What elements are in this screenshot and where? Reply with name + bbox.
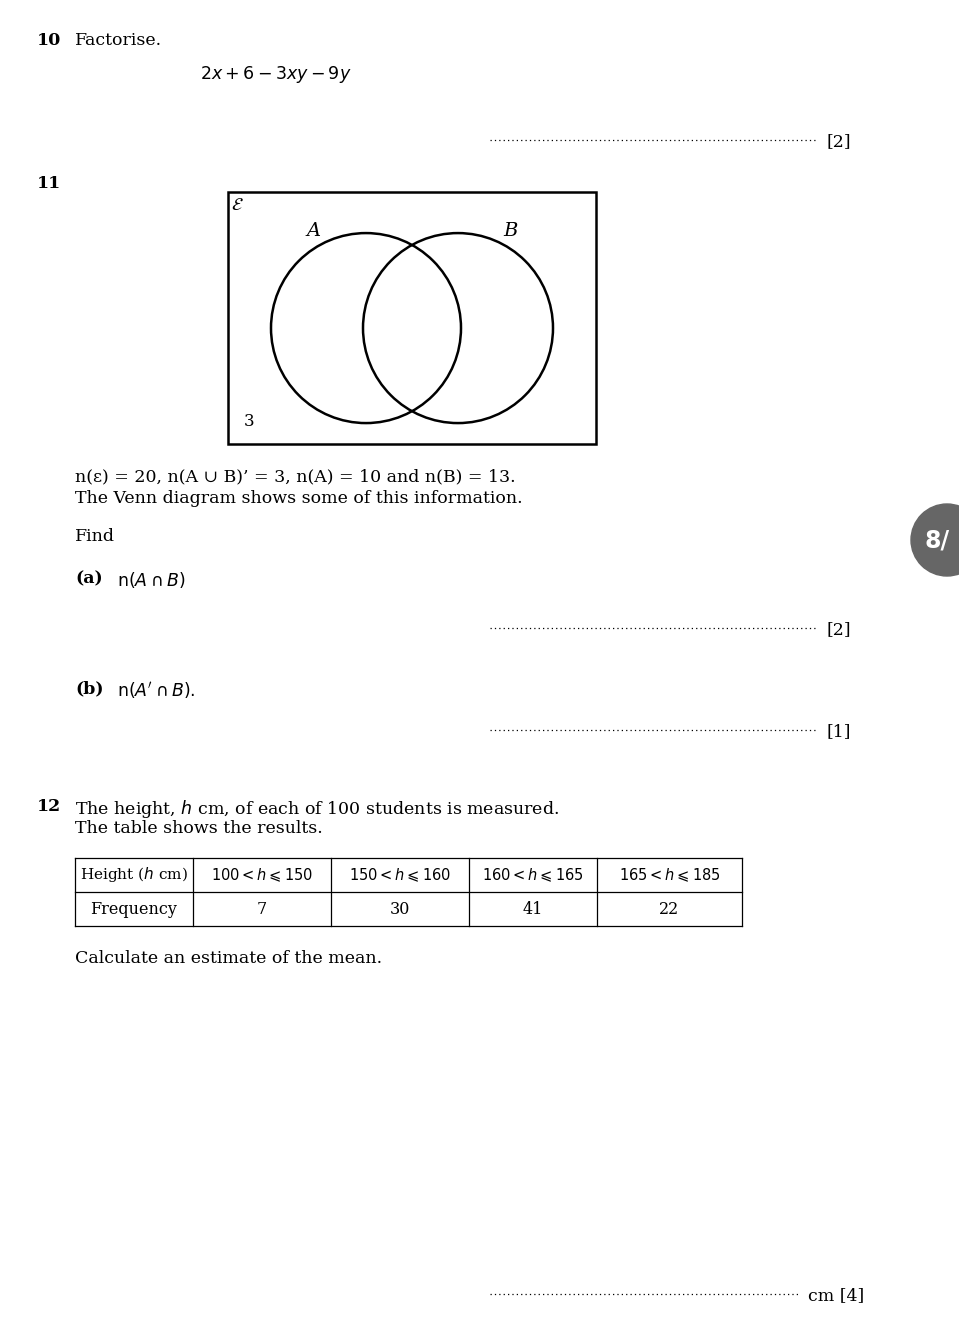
Text: Height ($h$ cm): Height ($h$ cm) <box>80 866 188 884</box>
Text: $\mathrm{n}(A \cap B)$: $\mathrm{n}(A \cap B)$ <box>117 571 185 591</box>
Text: 41: 41 <box>523 900 543 918</box>
Text: The table shows the results.: The table shows the results. <box>75 820 323 837</box>
Text: 3: 3 <box>244 413 255 430</box>
Text: Find: Find <box>75 528 115 545</box>
Text: 11: 11 <box>37 175 61 192</box>
Text: 10: 10 <box>37 32 61 49</box>
Text: $100 < h \leqslant 150$: $100 < h \leqslant 150$ <box>211 866 313 884</box>
Text: cm [4]: cm [4] <box>808 1287 864 1304</box>
Text: B: B <box>503 222 517 240</box>
Text: Frequency: Frequency <box>90 900 177 918</box>
Text: $\mathrm{n}(A' \cap B)$.: $\mathrm{n}(A' \cap B)$. <box>117 681 196 700</box>
Text: 30: 30 <box>389 900 410 918</box>
Text: (a): (a) <box>75 571 103 587</box>
Text: A: A <box>307 222 321 240</box>
Text: 8/: 8/ <box>924 528 949 552</box>
Text: Calculate an estimate of the mean.: Calculate an estimate of the mean. <box>75 951 382 967</box>
Text: [2]: [2] <box>827 621 852 638</box>
Text: The Venn diagram shows some of this information.: The Venn diagram shows some of this info… <box>75 490 523 507</box>
Text: [1]: [1] <box>827 723 852 740</box>
Text: (b): (b) <box>75 681 104 696</box>
Text: [2]: [2] <box>827 132 852 150</box>
Text: Factorise.: Factorise. <box>75 32 162 49</box>
Text: 22: 22 <box>660 900 680 918</box>
Text: 12: 12 <box>37 798 61 816</box>
Text: $\mathcal{E}$: $\mathcal{E}$ <box>231 196 244 214</box>
Text: $160 < h \leqslant 165$: $160 < h \leqslant 165$ <box>482 866 584 884</box>
Text: $165 < h \leqslant 185$: $165 < h \leqslant 185$ <box>619 866 720 884</box>
Text: $2x+6-3xy-9y$: $2x+6-3xy-9y$ <box>200 64 352 85</box>
Text: n(ε) = 20, n(A ∪ B)’ = 3, n(A) = 10 and n(B) = 13.: n(ε) = 20, n(A ∪ B)’ = 3, n(A) = 10 and … <box>75 467 516 485</box>
Text: The height, $h$ cm, of each of 100 students is measured.: The height, $h$ cm, of each of 100 stude… <box>75 798 559 820</box>
Bar <box>228 192 596 444</box>
Text: $150 < h \leqslant 160$: $150 < h \leqslant 160$ <box>349 866 451 884</box>
Circle shape <box>911 504 959 576</box>
Text: 7: 7 <box>257 900 268 918</box>
